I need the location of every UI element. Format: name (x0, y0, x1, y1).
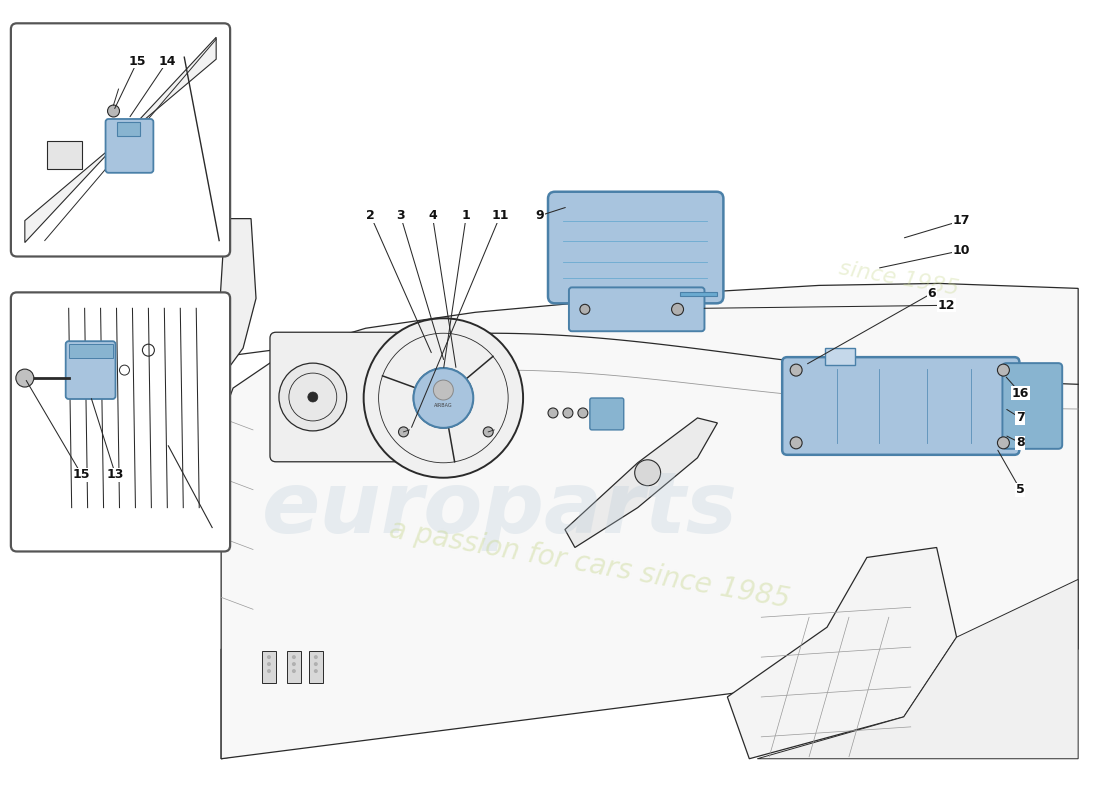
Circle shape (790, 437, 802, 449)
FancyBboxPatch shape (11, 292, 230, 551)
Circle shape (267, 655, 271, 659)
Bar (262, 651, 276, 683)
Circle shape (548, 408, 558, 418)
Polygon shape (565, 418, 717, 547)
Text: 15: 15 (73, 468, 90, 482)
Circle shape (483, 427, 493, 437)
Bar (287, 651, 301, 683)
Polygon shape (396, 362, 488, 462)
Bar (825, 348, 855, 365)
Text: europarts: europarts (262, 468, 738, 551)
Circle shape (267, 662, 271, 666)
Circle shape (308, 392, 318, 402)
Circle shape (292, 662, 296, 666)
Circle shape (314, 655, 318, 659)
Text: AIRBAG: AIRBAG (434, 403, 453, 409)
Text: 17: 17 (953, 214, 970, 227)
Bar (309, 651, 322, 683)
Text: 4: 4 (428, 209, 437, 222)
Text: 7: 7 (1016, 411, 1025, 425)
Polygon shape (25, 38, 217, 242)
FancyBboxPatch shape (1002, 363, 1063, 449)
Circle shape (414, 368, 473, 428)
Text: 1: 1 (462, 209, 471, 222)
Bar (47, 141, 81, 169)
Text: since 1985: since 1985 (837, 258, 960, 299)
Circle shape (292, 669, 296, 673)
Circle shape (398, 427, 408, 437)
Text: 13: 13 (107, 468, 124, 482)
Text: 6: 6 (927, 287, 936, 300)
FancyBboxPatch shape (782, 357, 1020, 455)
Text: 5: 5 (1016, 483, 1025, 496)
FancyBboxPatch shape (569, 287, 704, 331)
Circle shape (292, 655, 296, 659)
Circle shape (580, 304, 590, 314)
Text: 14: 14 (158, 54, 176, 68)
Circle shape (563, 408, 573, 418)
FancyBboxPatch shape (270, 332, 481, 462)
Circle shape (443, 392, 453, 402)
Text: 15: 15 (129, 54, 146, 68)
Polygon shape (680, 292, 717, 296)
FancyBboxPatch shape (106, 119, 153, 173)
Text: 3: 3 (396, 209, 405, 222)
Text: 8: 8 (1016, 436, 1025, 450)
Text: 11: 11 (492, 209, 509, 222)
Text: 2: 2 (366, 209, 375, 222)
Circle shape (314, 662, 318, 666)
Bar (68, 344, 112, 358)
FancyBboxPatch shape (11, 23, 230, 257)
Circle shape (998, 364, 1010, 376)
Circle shape (364, 318, 524, 478)
Circle shape (15, 369, 34, 387)
Text: 12: 12 (938, 299, 956, 312)
Text: 10: 10 (953, 244, 970, 257)
Circle shape (314, 669, 318, 673)
Circle shape (279, 363, 346, 431)
Circle shape (267, 669, 271, 673)
Text: 9: 9 (536, 209, 544, 222)
Circle shape (635, 460, 661, 486)
Circle shape (108, 105, 120, 117)
FancyBboxPatch shape (590, 398, 624, 430)
Circle shape (790, 364, 802, 376)
Polygon shape (727, 547, 957, 758)
Polygon shape (216, 218, 256, 378)
Circle shape (578, 408, 587, 418)
Polygon shape (757, 579, 1078, 758)
Circle shape (998, 437, 1010, 449)
Text: a passion for cars since 1985: a passion for cars since 1985 (387, 515, 792, 614)
Circle shape (672, 303, 683, 315)
Polygon shape (221, 283, 1078, 758)
Circle shape (415, 363, 482, 431)
Polygon shape (221, 639, 471, 758)
Circle shape (433, 380, 453, 400)
FancyBboxPatch shape (66, 342, 116, 399)
FancyBboxPatch shape (548, 192, 724, 303)
Bar (117, 122, 141, 136)
Circle shape (414, 368, 473, 428)
Text: 16: 16 (1012, 386, 1028, 399)
